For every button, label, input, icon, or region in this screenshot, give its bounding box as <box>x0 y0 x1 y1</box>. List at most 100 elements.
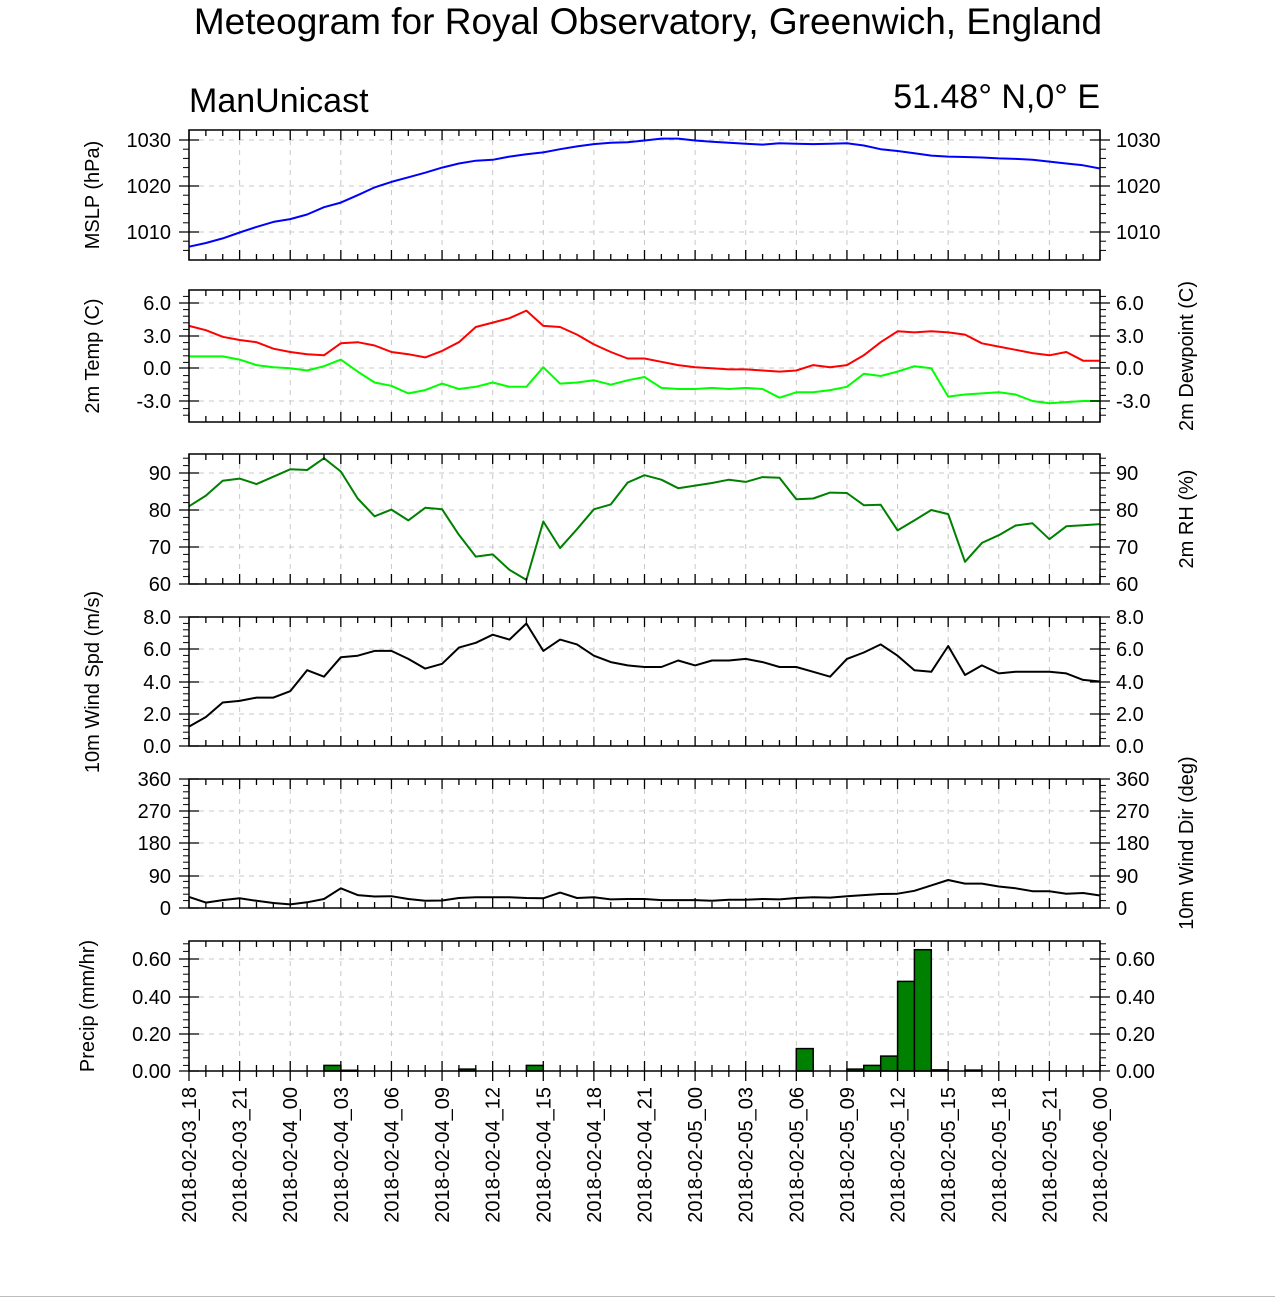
y-tick-label: 60 <box>1116 574 1138 596</box>
y-tick-label: 180 <box>138 833 171 855</box>
y-tick-label: 2.0 <box>1116 704 1144 726</box>
x-tick-label: 2018-02-05_06 <box>786 1087 808 1223</box>
x-tick-label: 2018-02-04_09 <box>432 1087 454 1223</box>
y-tick-label: 60 <box>149 574 171 596</box>
panel-5: 360 360 270 270 180 180 90 90 0 0 10m Wind Dir (de… <box>138 756 1198 929</box>
x-tick-label: 2018-02-04_06 <box>381 1087 403 1223</box>
y-tick-label: 0.20 <box>132 1024 171 1046</box>
x-tick-label: 2018-02-05_09 <box>837 1087 859 1223</box>
y-tick-label: 1030 <box>127 130 172 152</box>
panel-2: 6.0 6.0 3.0 3.0 0.0 0.0 -3.0 -3.0 2m Temp (C) 2m … <box>82 281 1198 431</box>
y-tick-label: 2.0 <box>143 704 171 726</box>
x-tick-label: 2018-02-05_15 <box>938 1087 960 1223</box>
y-tick-label: 360 <box>1116 769 1149 791</box>
y-tick-label: 1020 <box>1116 176 1161 198</box>
x-tick-label: 2018-02-04_12 <box>483 1087 505 1223</box>
y-tick-label: 0.40 <box>132 987 171 1009</box>
y-tick-label: 1010 <box>1116 222 1161 244</box>
y-tick-label: 0.40 <box>1116 987 1155 1009</box>
y-tick-label: 90 <box>1116 866 1138 888</box>
x-tick-label: 2018-02-05_00 <box>685 1087 707 1223</box>
y-tick-label: -3.0 <box>137 391 171 413</box>
x-tick-label: 2018-02-05_21 <box>1039 1087 1061 1223</box>
y-tick-label: 0.00 <box>132 1061 171 1083</box>
y-axis-label: 2m Temp (C) <box>82 298 104 413</box>
chart-title: Meteogram for Royal Observatory, Greenwi… <box>194 1 1102 42</box>
precip-bar <box>863 1064 882 1072</box>
x-axis: 2018-02-03_18 2018-02-03_21 2018-02-04_00 2… <box>179 1061 1112 1223</box>
y-tick-label: 70 <box>1116 537 1138 559</box>
y-tick-label: 4.0 <box>143 672 171 694</box>
y-tick-label: 8.0 <box>143 607 171 629</box>
y-tick-label: -3.0 <box>1116 391 1150 413</box>
y-tick-label: 360 <box>138 769 171 791</box>
y-axis-label: MSLP (hPa) <box>82 141 104 250</box>
y-tick-label: 0.00 <box>1116 1061 1155 1083</box>
y-tick-label: 90 <box>1116 463 1138 485</box>
y-tick-label: 6.0 <box>143 639 171 661</box>
y-tick-label: 0.0 <box>143 358 171 380</box>
x-tick-label: 2018-02-03_18 <box>179 1087 201 1223</box>
y-tick-label: 6.0 <box>1116 639 1144 661</box>
y-axis-label-right: 2m Dewpoint (C) <box>1176 281 1198 431</box>
y-tick-label: 0.0 <box>143 736 171 758</box>
panel-4: 8.0 8.0 6.0 6.0 4.0 4.0 2.0 2.0 0.0 0.0 10m Wind S… <box>82 591 1144 773</box>
precip-bar <box>879 1055 899 1072</box>
y-tick-label: 0 <box>160 898 171 920</box>
panel-6: 0.60 0.60 0.40 0.40 0.20 0.20 0.00 0.00 Precip (… <box>77 940 1155 1083</box>
y-tick-label: 0.20 <box>1116 1024 1155 1046</box>
y-tick-label: 70 <box>149 537 171 559</box>
y-tick-label: 90 <box>149 463 171 485</box>
precip-bar <box>795 1047 814 1072</box>
y-tick-label: 0.60 <box>1116 949 1155 971</box>
y-tick-label: 270 <box>138 801 171 823</box>
panel-3: 90 90 80 80 70 70 60 60 2m RH (%) <box>149 453 1198 596</box>
y-tick-label: 90 <box>149 866 171 888</box>
y-tick-label: 8.0 <box>1116 607 1144 629</box>
x-tick-label: 2018-02-03_21 <box>230 1087 252 1223</box>
y-tick-label: 80 <box>1116 500 1138 522</box>
y-tick-label: 4.0 <box>1116 672 1144 694</box>
series-line <box>188 622 1101 728</box>
series-line <box>188 137 1101 248</box>
panel-1: 1010 1010 1020 1020 1030 1030 MSLP (hPa) <box>82 129 1161 261</box>
location-coordinates: 51.48° N,0° E <box>893 78 1100 116</box>
y-tick-label: 80 <box>149 500 171 522</box>
y-tick-label: 270 <box>1116 801 1149 823</box>
y-tick-label: 0.0 <box>1116 358 1144 380</box>
precip-bar <box>896 980 916 1072</box>
y-tick-label: 6.0 <box>1116 293 1144 315</box>
y-tick-label: 6.0 <box>143 293 171 315</box>
y-tick-label: 180 <box>1116 833 1149 855</box>
x-tick-label: 2018-02-04_18 <box>584 1087 606 1223</box>
x-tick-label: 2018-02-04_03 <box>331 1087 353 1223</box>
series-line <box>188 309 1100 373</box>
x-tick-label: 2018-02-04_15 <box>533 1087 555 1223</box>
y-tick-label: 1030 <box>1116 130 1161 152</box>
bottom-divider <box>0 1296 1275 1297</box>
x-tick-label: 2018-02-05_12 <box>888 1087 910 1223</box>
x-tick-label: 2018-02-04_21 <box>635 1087 657 1223</box>
x-tick-label: 2018-02-04_00 <box>280 1087 302 1223</box>
y-tick-label: 0.60 <box>132 949 171 971</box>
y-axis-label-right: 10m Wind Dir (deg) <box>1176 756 1198 929</box>
y-tick-label: 3.0 <box>143 326 171 348</box>
precip-bar <box>323 1064 342 1072</box>
y-tick-label: 3.0 <box>1116 326 1144 348</box>
y-axis-label-right: 2m RH (%) <box>1176 470 1198 569</box>
model-name: ManUnicast <box>189 82 369 120</box>
x-tick-label: 2018-02-06_00 <box>1090 1087 1112 1223</box>
precip-bar <box>913 948 933 1072</box>
y-axis-label: Precip (mm/hr) <box>77 940 99 1072</box>
x-tick-label: 2018-02-05_18 <box>989 1087 1011 1223</box>
series-line <box>189 355 1100 405</box>
series-line <box>188 457 1101 581</box>
y-axis-label: 10m Wind Spd (m/s) <box>82 591 104 773</box>
y-tick-label: 0.0 <box>1116 736 1144 758</box>
y-tick-label: 0 <box>1116 898 1127 920</box>
precip-bar <box>525 1064 545 1072</box>
y-tick-label: 1010 <box>127 222 172 244</box>
